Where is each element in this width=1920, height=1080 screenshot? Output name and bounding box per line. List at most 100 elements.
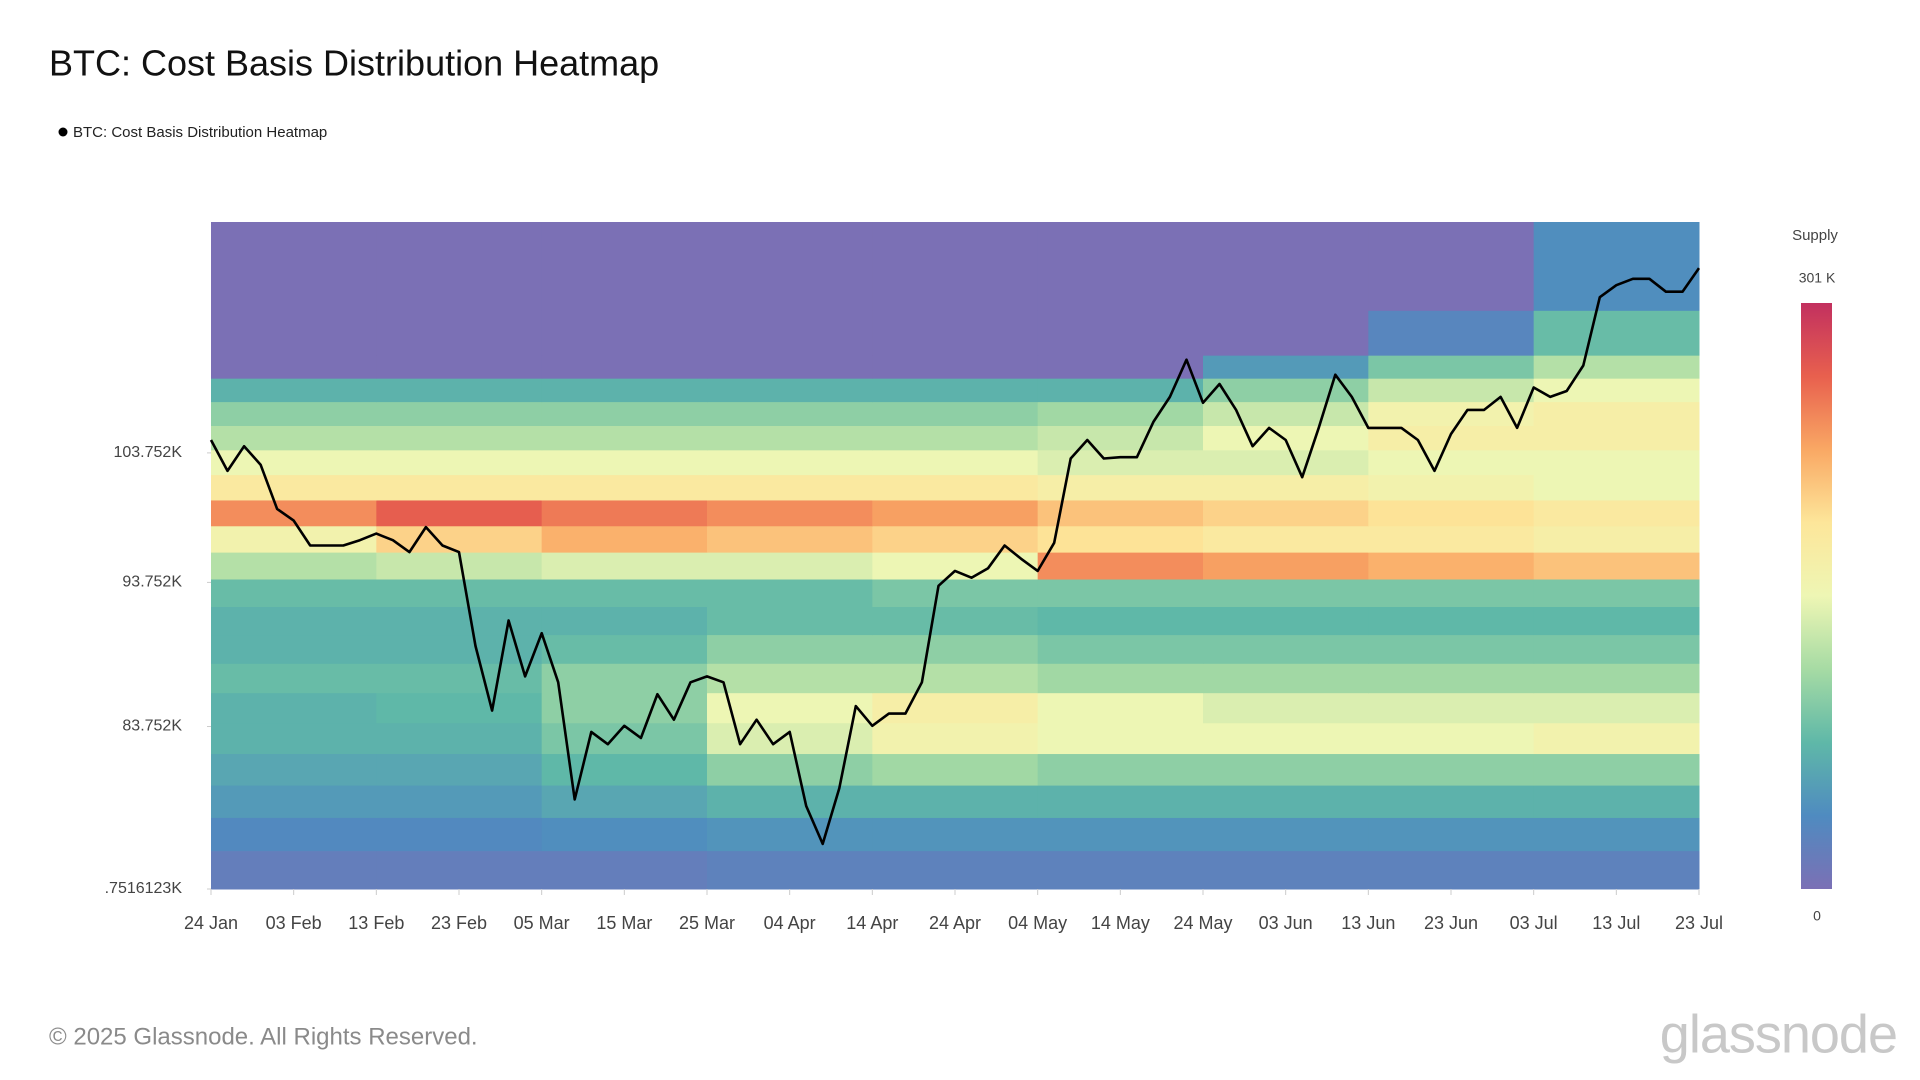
heatmap-cell xyxy=(1203,753,1369,786)
heatmap-cell xyxy=(1203,722,1369,755)
colorbar-tick-label: 301 K xyxy=(1799,270,1836,286)
heatmap-cell xyxy=(707,355,873,379)
heatmap-cell xyxy=(872,499,1039,527)
heatmap-cell xyxy=(541,663,708,694)
heatmap-cell xyxy=(1037,817,1204,852)
heatmap-cell xyxy=(707,552,873,580)
heatmap-cell xyxy=(541,222,708,311)
heatmap-cell xyxy=(1368,606,1535,636)
heatmap-cell xyxy=(707,753,873,786)
heatmap-cell xyxy=(707,579,873,607)
heatmap-cell xyxy=(376,722,543,755)
heatmap-cell xyxy=(872,663,1039,694)
heatmap-cell xyxy=(541,378,708,403)
heatmap-cell xyxy=(541,449,708,476)
colorbar-title: Supply xyxy=(1792,227,1838,244)
heatmap-cell xyxy=(1037,425,1204,451)
x-tick-label: 13 Jun xyxy=(1341,913,1395,933)
heatmap-cell xyxy=(211,425,377,451)
heatmap-cell xyxy=(1533,222,1700,311)
heatmap-cell xyxy=(1533,722,1700,755)
colorbar-tick-label: 0 xyxy=(1813,908,1821,924)
heatmap-cell xyxy=(376,579,543,607)
heatmap-cell xyxy=(1037,552,1204,580)
heatmap-cell xyxy=(1037,378,1204,403)
heatmap-cell xyxy=(1533,850,1700,890)
heatmap-cell xyxy=(541,355,708,379)
x-tick-label: 23 Jun xyxy=(1424,913,1478,933)
heatmap-cell xyxy=(1368,499,1535,527)
heatmap-cell xyxy=(1533,552,1700,580)
heatmap-cell xyxy=(1368,378,1535,403)
heatmap-cell xyxy=(1533,310,1700,356)
heatmap-cell xyxy=(1533,606,1700,636)
heatmap-cell xyxy=(376,222,543,311)
heatmap-cell xyxy=(707,850,873,890)
heatmap-cell xyxy=(541,425,708,451)
heatmap-cell xyxy=(1037,222,1204,311)
heatmap-cell xyxy=(1203,355,1369,379)
heatmap-cell xyxy=(1368,753,1535,786)
heatmap-cell xyxy=(872,634,1039,664)
heatmap-cell xyxy=(1203,474,1369,501)
heatmap-cell xyxy=(1533,499,1700,527)
heatmap-cell xyxy=(1037,663,1204,694)
heatmap-cell xyxy=(376,692,543,724)
heatmap-cell xyxy=(1368,310,1535,356)
heatmap-cell xyxy=(376,850,543,890)
heatmap-cell xyxy=(376,310,543,356)
heatmap-cell xyxy=(1533,785,1700,818)
heatmap-cell xyxy=(872,355,1039,379)
y-tick-label: 83.752K xyxy=(122,718,182,735)
heatmap-cell xyxy=(376,663,543,694)
heatmap-cell xyxy=(872,817,1039,852)
heatmap-cell xyxy=(1368,474,1535,501)
heatmap-cell xyxy=(1368,222,1535,311)
heatmap-cell xyxy=(1037,692,1204,724)
x-tick-label: 24 Apr xyxy=(929,913,981,933)
heatmap-cell xyxy=(211,355,377,379)
heatmap-cell xyxy=(211,401,377,426)
heatmap-cell xyxy=(1037,785,1204,818)
heatmap-cell xyxy=(1037,634,1204,664)
heatmap-cell xyxy=(872,552,1039,580)
heatmap-cell xyxy=(1203,401,1369,426)
heatmap-cell xyxy=(376,449,543,476)
legend-marker xyxy=(58,127,68,137)
x-tick-label: 15 Mar xyxy=(596,913,652,933)
heatmap-cell xyxy=(541,310,708,356)
x-tick-label: 14 May xyxy=(1091,913,1150,933)
heatmap-cell xyxy=(211,378,377,403)
heatmap-cell xyxy=(211,606,377,636)
heatmap-cell xyxy=(1368,634,1535,664)
heatmap-cell xyxy=(1203,692,1369,724)
heatmap-cell xyxy=(376,499,543,527)
heatmap-cell xyxy=(1203,579,1369,607)
heatmap-cell xyxy=(1203,850,1369,890)
heatmap-cell xyxy=(1533,525,1700,553)
heatmap-cell xyxy=(1037,355,1204,379)
x-tick-label: 24 Jan xyxy=(184,913,238,933)
heatmap-cell xyxy=(872,378,1039,403)
heatmap-cell xyxy=(376,525,543,553)
x-tick-label: 04 May xyxy=(1008,913,1067,933)
heatmap-cell xyxy=(376,425,543,451)
heatmap-cell xyxy=(541,579,708,607)
heatmap-cell xyxy=(1203,449,1369,476)
heatmap-cell xyxy=(707,474,873,501)
heatmap-cell xyxy=(1037,722,1204,755)
heatmap-cell xyxy=(707,310,873,356)
heatmap-cell xyxy=(1203,525,1369,553)
heatmap-cell xyxy=(1203,634,1369,664)
heatmap-cell xyxy=(707,606,873,636)
heatmap-cell xyxy=(376,355,543,379)
heatmap-cell xyxy=(1037,753,1204,786)
heatmap-cell xyxy=(211,785,377,818)
heatmap-cell xyxy=(211,850,377,890)
x-tick-label: 13 Feb xyxy=(348,913,404,933)
heatmap-cell xyxy=(376,378,543,403)
heatmap-cell xyxy=(1368,552,1535,580)
legend-label[interactable]: BTC: Cost Basis Distribution Heatmap xyxy=(73,124,327,141)
